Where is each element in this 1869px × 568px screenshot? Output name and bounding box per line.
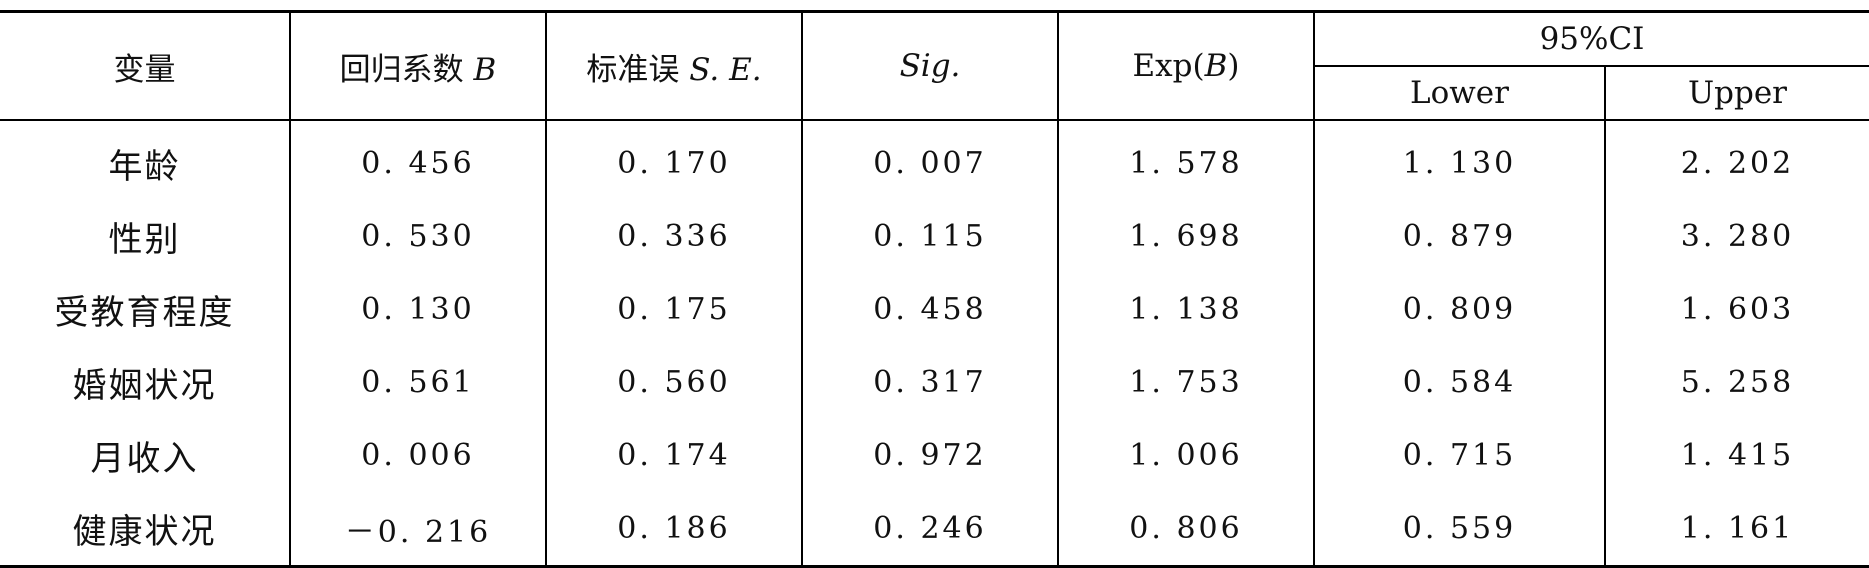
header-standard-error: 标准误 S. E.: [546, 10, 803, 121]
cell-se: 0. 170: [546, 120, 803, 200]
cell-exp: 1. 138: [1058, 273, 1315, 346]
cell-exp: 1. 578: [1058, 120, 1315, 200]
table-row: 受教育程度 0. 130 0. 175 0. 458 1. 138 0. 809…: [0, 273, 1869, 346]
cell-upper: 1. 603: [1680, 292, 1795, 327]
cell-sig: 0. 458: [802, 273, 1059, 346]
header-coefficient-b-symbol: B: [473, 51, 497, 88]
subheader-row: Lower Upper: [0, 66, 1869, 121]
cell-b: 0. 130: [290, 273, 547, 346]
cell-variable: 月收入: [0, 419, 291, 492]
cell-upper: 1. 161: [1605, 492, 1869, 568]
cell-lower: 1. 130: [1314, 120, 1606, 200]
header-standard-error-prefix: 标准误: [586, 51, 690, 88]
cell-se: 0. 336: [546, 200, 803, 273]
cell-b: 0. 456: [290, 120, 547, 200]
table-row: 月收入 0. 006 0. 174 0. 972 1. 006 0. 715 1…: [0, 419, 1869, 492]
regression-table: 变量 回归系数 B 标准误 S. E. Sig. Exp(B) 95%CI Lo…: [0, 10, 1869, 568]
cell-variable: 年龄: [0, 120, 291, 200]
header-coefficient-b: 回归系数 B: [290, 10, 547, 121]
header-variable: 变量: [0, 10, 291, 121]
cell-b: －0. 216: [290, 492, 547, 568]
cell-lower: 0. 879: [1314, 200, 1606, 273]
header-ci: 95%CI: [1314, 10, 1869, 67]
cell-exp: 1. 753: [1058, 346, 1315, 419]
cell-lower: 0. 715: [1314, 419, 1606, 492]
cell-lower: 0. 809: [1314, 273, 1606, 346]
table-row: 健康状况 －0. 216 0. 186 0. 246 0. 806 0. 559…: [0, 492, 1869, 568]
cell-sig: 0. 972: [802, 419, 1059, 492]
cell-upper: 3. 280: [1680, 219, 1795, 254]
cell-upper: 5. 258: [1680, 365, 1795, 400]
cell-variable: 性别: [0, 200, 291, 273]
cell-b: 0. 006: [290, 419, 547, 492]
header-exp-prefix: Exp(: [1132, 48, 1205, 84]
cell-sig: 0. 317: [802, 346, 1059, 419]
cell-lower: 0. 584: [1314, 346, 1606, 419]
cell-variable: 婚姻状况: [0, 346, 291, 419]
cell-variable: 健康状况: [0, 492, 291, 568]
cell-lower: 0. 559: [1314, 492, 1606, 568]
cell-variable: 受教育程度: [0, 273, 291, 346]
header-coefficient-b-prefix: 回归系数: [339, 51, 474, 88]
cell-exp: 1. 698: [1058, 200, 1315, 273]
header-exp-suffix: ): [1227, 48, 1240, 84]
cell-b: 0. 561: [290, 346, 547, 419]
cell-sig: 0. 246: [802, 492, 1059, 568]
header-row: 变量 回归系数 B 标准误 S. E. Sig. Exp(B) 95%CI: [0, 10, 1869, 121]
cell-b: 0. 530: [290, 200, 547, 273]
header-ci-lower: Lower: [1314, 66, 1606, 121]
header-sig: Sig.: [802, 10, 1059, 121]
cell-se: 0. 560: [546, 346, 803, 419]
table-row: 年龄 0. 456 0. 170 0. 007 1. 578 1. 130 2.…: [0, 120, 1869, 200]
cell-exp: 0. 806: [1058, 492, 1315, 568]
table-row: 性别 0. 530 0. 336 0. 115 1. 698 0. 879 3.…: [0, 200, 1869, 273]
cell-upper: 2. 202: [1680, 146, 1795, 181]
cell-se: 0. 175: [546, 273, 803, 346]
cell-sig: 0. 007: [802, 120, 1059, 200]
cell-exp: 1. 006: [1058, 419, 1315, 492]
cell-upper: 1. 415: [1680, 438, 1795, 473]
header-exp-symbol: B: [1204, 48, 1228, 84]
table-row: 婚姻状况 0. 561 0. 560 0. 317 1. 753 0. 584 …: [0, 346, 1869, 419]
header-standard-error-symbol: S. E.: [689, 51, 762, 88]
header-ci-upper: Upper: [1605, 66, 1869, 121]
header-exp-b: Exp(B): [1058, 10, 1315, 121]
cell-sig: 0. 115: [802, 200, 1059, 273]
cell-se: 0. 174: [546, 419, 803, 492]
cell-se: 0. 186: [546, 492, 803, 568]
